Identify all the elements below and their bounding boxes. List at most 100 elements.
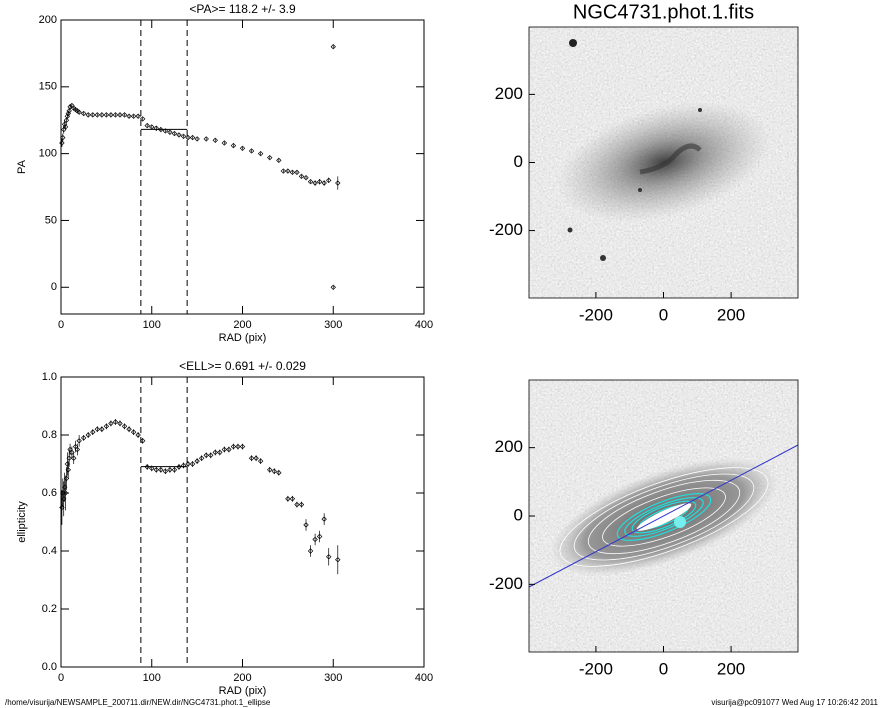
- white-isophotes: [559, 467, 769, 567]
- data-point: [239, 443, 246, 450]
- data-point: [144, 464, 150, 470]
- data-point: [61, 126, 67, 133]
- data-point: [66, 108, 72, 114]
- y-tick-label: 150: [39, 81, 57, 93]
- y-tick-label: 0.8: [42, 429, 57, 441]
- y-tick-label: 0.0: [42, 661, 57, 673]
- data-point: [171, 130, 178, 137]
- data-point: [61, 484, 68, 490]
- data-point: [65, 467, 71, 473]
- y-tick-label: 0: [514, 505, 523, 524]
- data-point: [307, 179, 314, 185]
- data-point: [158, 126, 164, 133]
- cyan-isophotes: [616, 493, 712, 541]
- data-point: [144, 122, 150, 129]
- y-tick-label: 0.6: [42, 487, 57, 499]
- data-point: [65, 110, 71, 117]
- x-tick-label: 200: [233, 319, 251, 331]
- data-point: [171, 467, 178, 473]
- y-tick-label: 200: [495, 84, 523, 103]
- x-axis-label: RAD (pix): [219, 685, 267, 697]
- data-point: [189, 134, 196, 141]
- data-point: [64, 461, 71, 467]
- data-point: [126, 426, 132, 432]
- data-point: [158, 467, 164, 473]
- data-point: [80, 435, 87, 441]
- data-point: [267, 154, 273, 161]
- data-point: [80, 110, 87, 117]
- x-tick-label: 200: [717, 305, 745, 324]
- data-point: [189, 461, 196, 467]
- star: [698, 108, 702, 112]
- data-point: [69, 102, 75, 109]
- data-point: [330, 44, 336, 50]
- chart-title: <ELL>= 0.691 +/- 0.029: [179, 359, 306, 373]
- pa-line: [529, 444, 798, 588]
- data-point: [312, 180, 318, 186]
- data-point: [239, 145, 246, 151]
- data-point: [90, 429, 96, 435]
- x-tick-label: 0: [659, 305, 668, 324]
- data-point: [316, 179, 323, 185]
- data-point: [121, 112, 128, 118]
- data-point: [257, 150, 264, 157]
- y-tick-label: 0: [51, 281, 57, 293]
- footer-left: /home/visurija/NEWSAMPLE_200711.dir/NEW.…: [5, 698, 271, 707]
- x-tick-label: -200: [579, 659, 613, 678]
- x-tick-label: 400: [415, 319, 433, 331]
- data-point: [303, 522, 309, 528]
- x-tick-label: 100: [143, 672, 161, 684]
- data-point: [167, 129, 173, 135]
- data-point: [149, 124, 155, 130]
- data-point: [330, 284, 336, 290]
- data-point: [60, 134, 66, 141]
- x-tick-label: 200: [717, 659, 745, 678]
- data-point: [162, 468, 169, 474]
- data-point: [69, 449, 75, 456]
- data-point: [335, 180, 341, 186]
- data-point: [194, 458, 200, 464]
- data-point: [276, 470, 282, 476]
- data-point: [135, 113, 141, 119]
- data-point: [276, 157, 282, 164]
- data-point: [63, 117, 70, 123]
- data-point: [221, 140, 228, 146]
- y-tick-label: -200: [489, 220, 523, 239]
- y-tick-label: -200: [489, 574, 523, 593]
- data-point: [112, 419, 119, 425]
- data-point: [312, 536, 318, 543]
- model-image: [529, 380, 798, 652]
- data-point: [303, 174, 309, 181]
- y-tick-label: 0.4: [42, 545, 57, 557]
- data-point: [149, 465, 155, 472]
- data-point: [253, 455, 259, 461]
- data-point: [74, 446, 81, 453]
- data-point: [176, 464, 182, 470]
- data-point: [294, 169, 300, 176]
- data-point: [285, 168, 291, 174]
- data-point: [108, 420, 114, 427]
- data-point: [321, 180, 327, 186]
- data-point: [64, 113, 71, 119]
- chart-title: <PA>= 118.2 +/- 3.9: [189, 2, 296, 16]
- y-tick-label: 200: [495, 437, 523, 456]
- y-tick-label: 50: [45, 214, 57, 226]
- data-point: [162, 128, 169, 134]
- data-point: [121, 423, 128, 429]
- data-point: [208, 452, 214, 458]
- core: [636, 503, 692, 531]
- data-point: [194, 136, 200, 142]
- data-point: [267, 467, 273, 473]
- plot-frame: [60, 19, 425, 315]
- x-tick-label: 300: [324, 319, 342, 331]
- mask: [674, 516, 686, 528]
- data-point: [307, 548, 314, 554]
- data-point: [289, 496, 296, 502]
- star: [600, 255, 606, 261]
- data-point: [62, 124, 69, 130]
- data-point: [71, 455, 77, 461]
- chart-title: NGC4731.phot.1.fits: [573, 1, 754, 23]
- galaxy-image: [529, 27, 798, 298]
